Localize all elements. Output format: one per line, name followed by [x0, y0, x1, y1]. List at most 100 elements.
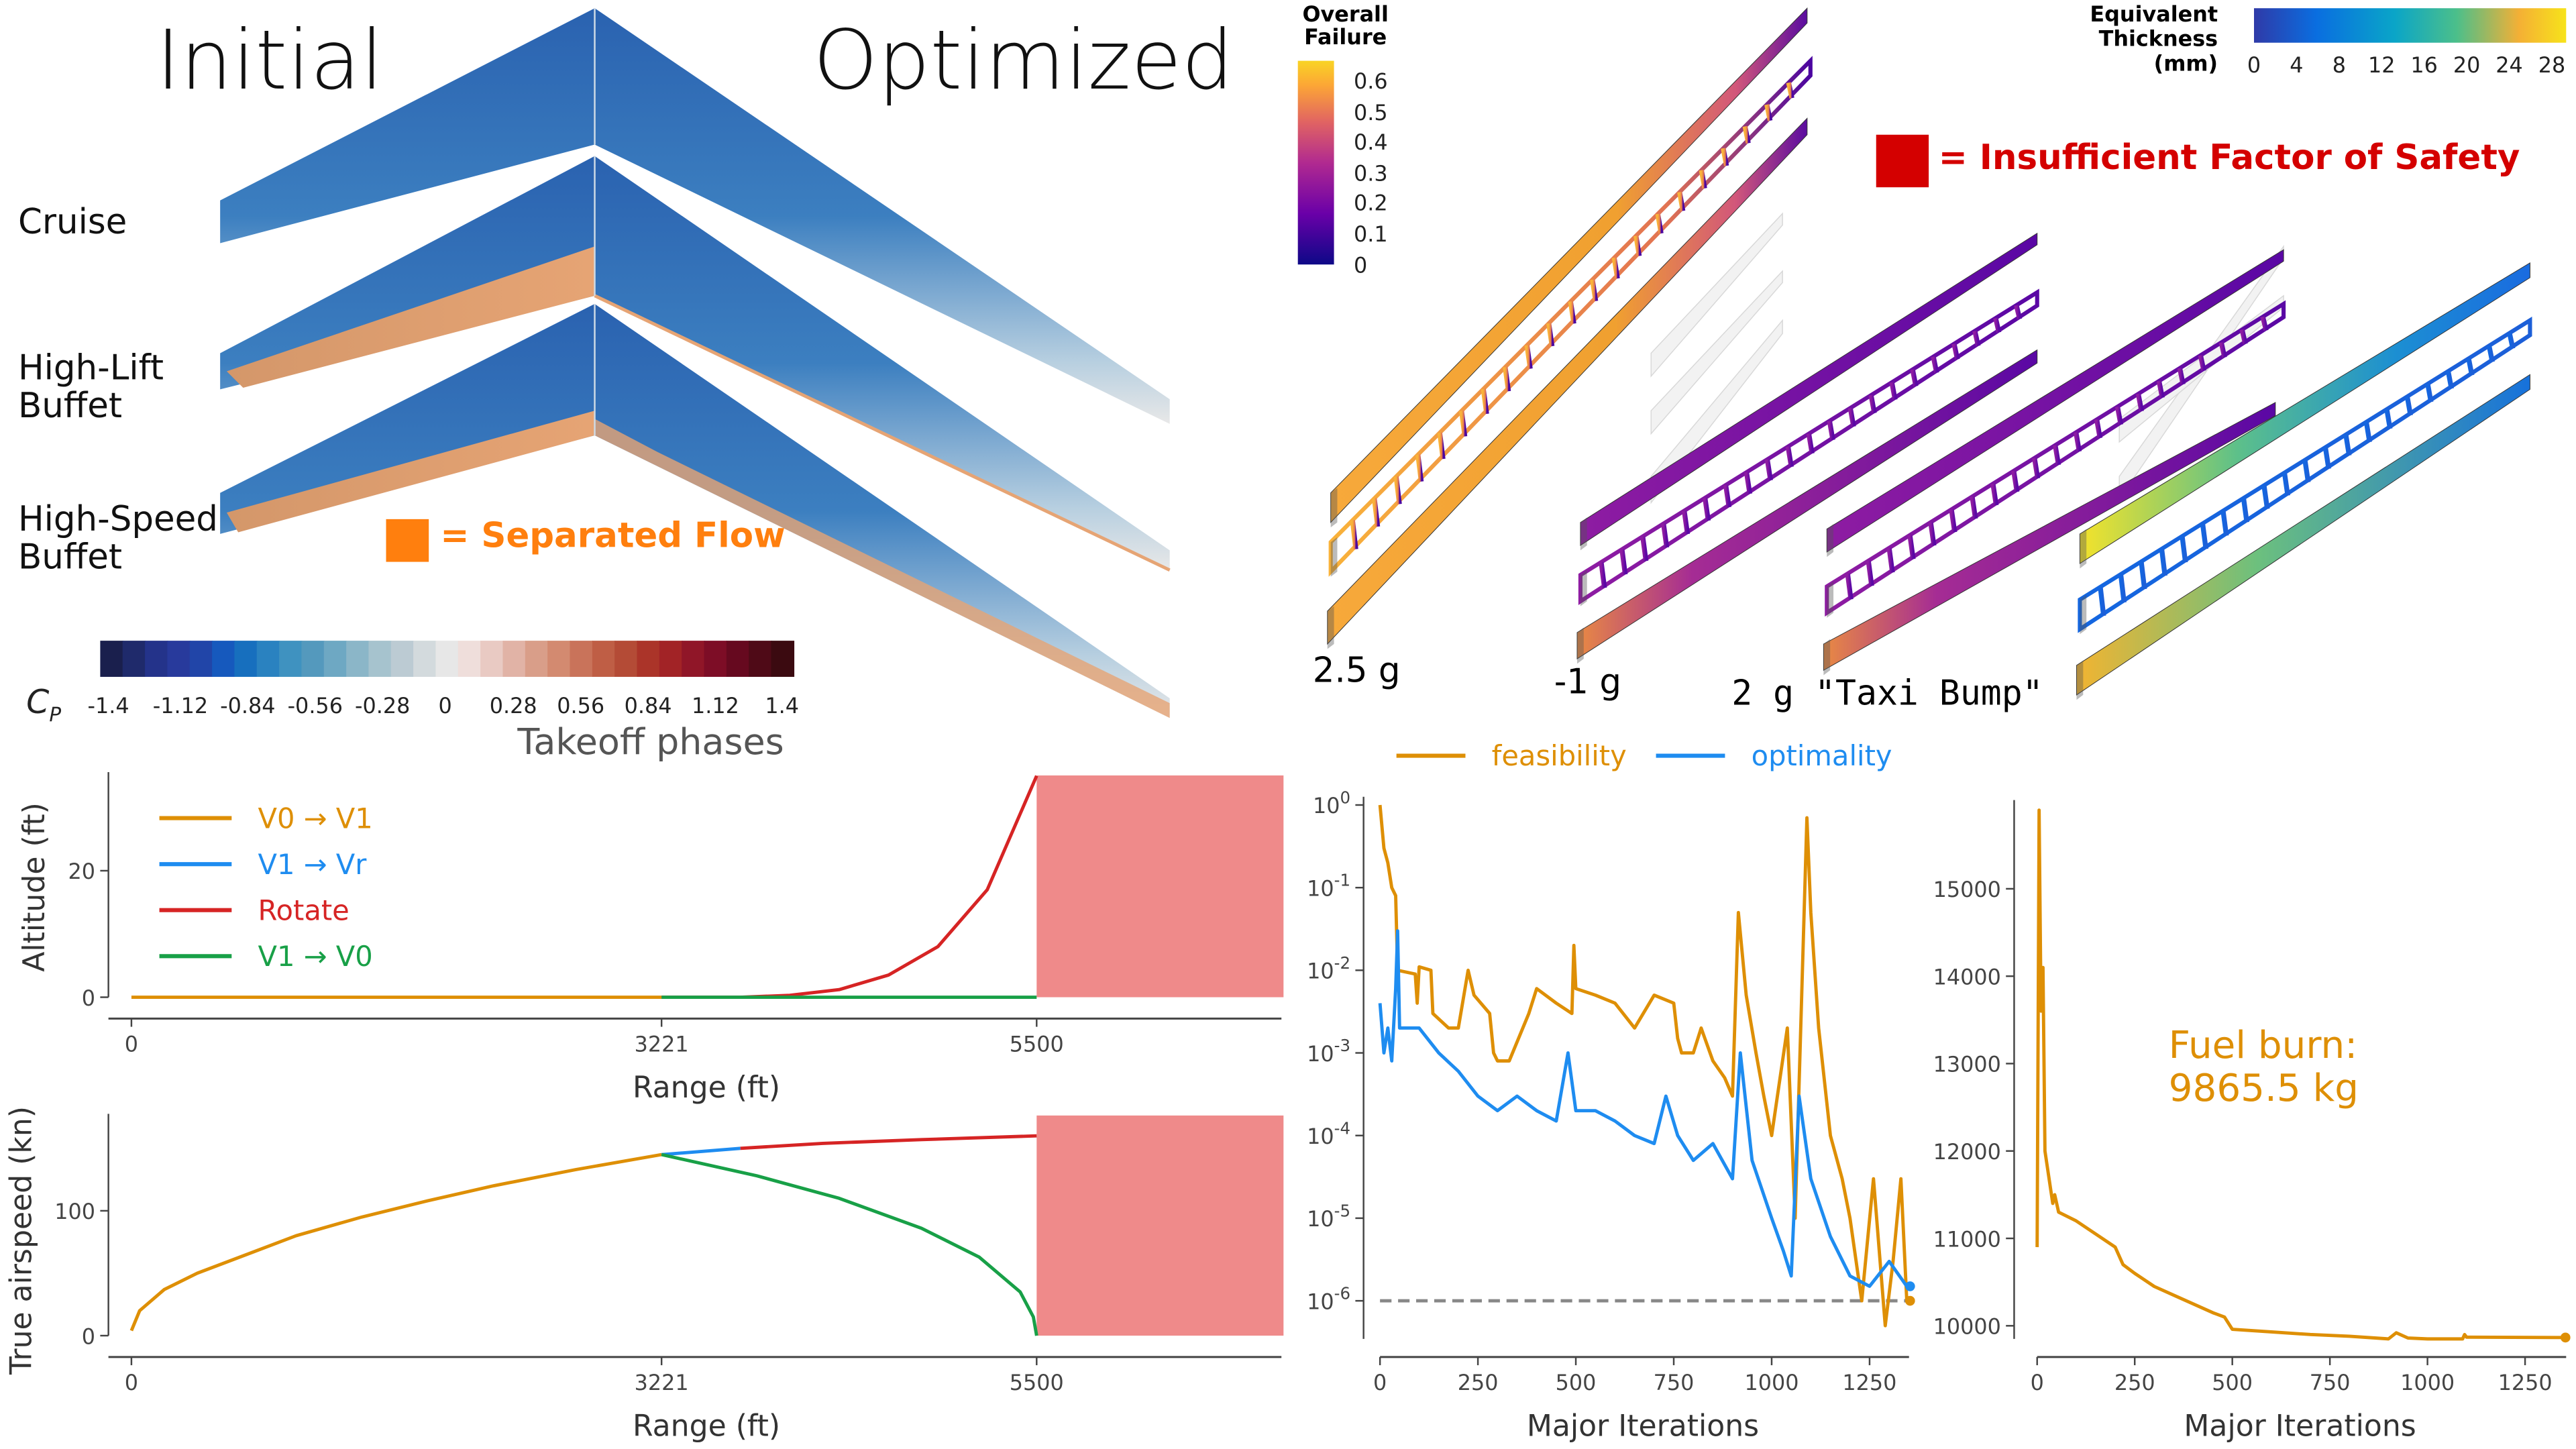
rib: [1699, 170, 1707, 189]
rib: [1949, 508, 1957, 533]
x-axis-label: Range (ft): [633, 1409, 780, 1443]
title-optimized: Optimized: [813, 13, 1234, 109]
rib: [2180, 535, 2188, 563]
rotate-line: [661, 775, 1038, 999]
rib: [1437, 432, 1446, 460]
cp-tick-label: 1.12: [692, 694, 739, 720]
wingbox-2-5g-spars-ribs-end: [1330, 537, 1338, 577]
cp-colorbar-segment: [145, 641, 168, 677]
cp-symbol: C: [26, 682, 50, 722]
cp-colorbar-segment: [323, 641, 347, 677]
insufficient-safety-label: = Insufficient Factor of Safety: [1938, 138, 2520, 178]
cp-tick-label: -0.28: [354, 694, 411, 720]
y-tick-label: 0: [82, 985, 95, 1011]
cp-label: CP: [26, 685, 61, 724]
fuel-burn-value: 9865.5 kg: [2168, 1068, 2359, 1112]
rib: [2139, 561, 2147, 590]
y-tick-label: 10000: [1933, 1314, 2001, 1340]
x-tick-label: 500: [1556, 1370, 1597, 1395]
separated-flow-swatch: [386, 519, 429, 562]
wingbox-thickness-upper-skin-end: [2080, 529, 2087, 569]
wingbox-minus-1g-spars-ribs-surface: [1578, 288, 2039, 605]
wingbox-2-5g-upper-skin-surface: [1330, 7, 1808, 523]
rib: [2384, 409, 2393, 429]
cp-colorbar-segment: [480, 641, 504, 677]
legend-label: V1 → Vr: [258, 848, 367, 881]
x-tick-label: 250: [2114, 1370, 2155, 1395]
rib: [1723, 484, 1732, 508]
rib: [1481, 388, 1489, 415]
thickness-tick-label: 24: [2496, 54, 2523, 79]
rib: [2282, 472, 2290, 496]
fuel-burn-label: Fuel burn:: [2168, 1025, 2358, 1068]
rib: [1928, 522, 1937, 546]
failure-tick-label: 0: [1353, 254, 1368, 279]
x-tick-label: 500: [2212, 1370, 2253, 1395]
wingbox-thickness-upper-skin-surface: [2079, 262, 2530, 564]
cp-colorbar-segment: [659, 641, 683, 677]
y-tick-label: 12000: [1933, 1139, 2001, 1165]
rib: [1350, 520, 1358, 550]
x-tick-label: 3221: [635, 1031, 689, 1057]
rib: [1993, 317, 2002, 333]
wingbox-taxi-spars-ribs: [1825, 300, 2286, 618]
x-tick-label: 250: [1458, 1370, 1499, 1395]
rib: [2200, 523, 2208, 549]
wingbox-taxi-upper-skin: [1826, 249, 2284, 557]
rib: [2053, 445, 2061, 466]
y-tick-label: 20: [68, 859, 96, 884]
rib: [1742, 125, 1751, 144]
rib: [2177, 368, 2186, 385]
rib: [2322, 447, 2331, 470]
rib: [2159, 548, 2167, 576]
wingbox-minus-1g-spars-ribs: [1578, 288, 2039, 606]
y-tick-label: 10-1: [1307, 871, 1350, 902]
rib: [2302, 460, 2311, 483]
cp-colorbar-segment: [100, 641, 123, 677]
cp-colorbar-segment: [413, 641, 437, 677]
rib: [2218, 341, 2227, 358]
v0-v1-line: [129, 1152, 662, 1332]
v1-v0-line: [661, 1152, 1038, 1336]
rib: [1764, 104, 1773, 121]
rib: [2014, 305, 2023, 320]
rib: [1827, 420, 1835, 441]
rib: [1682, 510, 1690, 535]
insufficient-safety-swatch: [1876, 134, 1929, 188]
rib: [1990, 483, 1999, 506]
cp-colorbar: [100, 641, 795, 677]
wingbox-2-5g-upper-skin: [1330, 7, 1808, 528]
y-tick-label: 15000: [1933, 877, 2001, 902]
rib: [1677, 191, 1686, 211]
cp-colorbar-segment: [570, 641, 594, 677]
cp-colorbar-segment: [458, 641, 482, 677]
rib: [2118, 574, 2127, 603]
y-tick-label: 11000: [1933, 1226, 2001, 1252]
rib: [1633, 235, 1642, 257]
separated-flow-label: = Separated Flow: [440, 515, 786, 555]
rib: [2404, 396, 2413, 416]
takeoff-phases-title: Takeoff phases: [517, 722, 784, 764]
rib: [2073, 431, 2082, 452]
y-axis-label: Altitude (ft): [17, 802, 52, 972]
cp-colorbar-segment: [771, 641, 795, 677]
wingbox-taxi-spars-ribs-end: [1827, 581, 1834, 618]
rib: [1524, 345, 1533, 370]
x-axis-label: Range (ft): [633, 1071, 780, 1105]
y-tick-label: 10-3: [1307, 1036, 1350, 1067]
rib: [1785, 446, 1794, 468]
rib: [1743, 472, 1753, 494]
rib: [1847, 407, 1856, 427]
cp-tick-label: 0: [438, 694, 452, 720]
rib: [1590, 279, 1599, 302]
cp-colorbar-segment: [167, 641, 191, 677]
cp-colorbar-segment: [525, 641, 549, 677]
legend-label: V1 → V0: [258, 940, 372, 973]
cp-colorbar-segment: [301, 641, 325, 677]
fuel-burn-chart: 0 250 500 750 1000 1250 10000 11000 12000 13000 14…: [1933, 800, 2571, 1443]
wingbox-minus-1g-lower-skin-end: [1577, 627, 1584, 664]
thickness-colorbar: [2254, 8, 2567, 43]
rib: [1972, 330, 1981, 347]
wingbox-thickness-lower-skin-end: [2076, 660, 2084, 700]
failure-title-line: Failure: [1304, 26, 1387, 52]
